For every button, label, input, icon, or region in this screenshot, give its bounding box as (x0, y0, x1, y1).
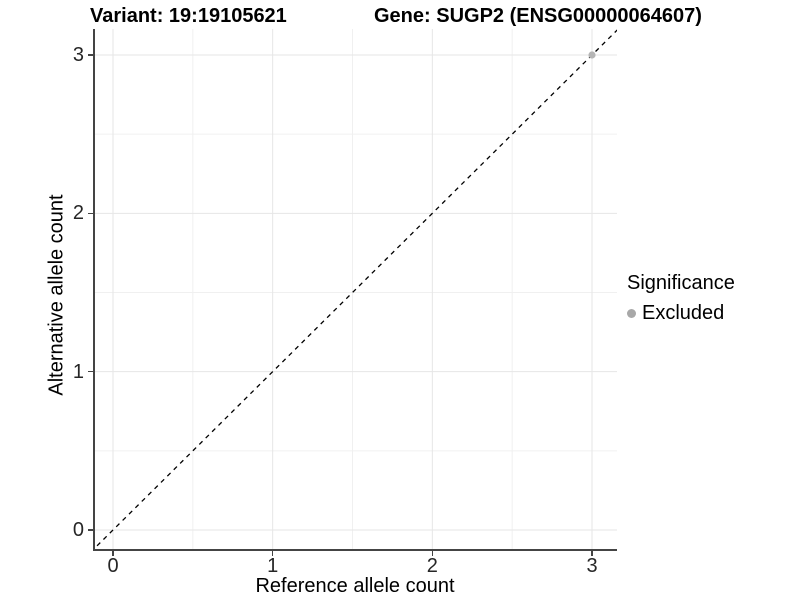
variant-title: Variant: 19:19105621 (90, 5, 287, 27)
legend-entry-label: Excluded (642, 302, 725, 324)
x-tick-mark (591, 551, 593, 556)
x-tick-mark (271, 551, 274, 556)
x-tick-mark (112, 551, 114, 556)
y-tick-label: 1 (72, 360, 84, 383)
gene-title: Gene: SUGP2 (ENSG00000064607) (374, 5, 702, 27)
y-axis-title: Alternative allele count (45, 194, 68, 396)
x-tick-label: 1 (267, 555, 279, 577)
y-tick-mark (88, 54, 93, 56)
y-tick-mark (88, 212, 93, 215)
plot-canvas (93, 29, 617, 551)
x-tick-mark (431, 551, 434, 556)
x-tick-label: 2 (426, 555, 438, 577)
y-tick-label: 3 (72, 44, 84, 66)
y-tick-label: 0 (72, 519, 84, 541)
plot-panel (93, 29, 617, 551)
legend-title: Significance (627, 272, 735, 294)
legend-entry-excluded: Excluded (627, 302, 735, 325)
excluded-dot-icon (627, 309, 636, 318)
x-tick-label: 3 (586, 555, 598, 577)
x-axis-title: Reference allele count (255, 575, 455, 597)
legend: Significance Excluded (627, 272, 735, 325)
y-tick-label: 2 (72, 202, 84, 225)
identity-dashed-line (93, 29, 617, 551)
x-tick-label: 0 (107, 555, 119, 577)
y-tick-mark (88, 529, 93, 531)
data-point-excluded (588, 51, 596, 59)
y-tick-mark (88, 370, 93, 373)
